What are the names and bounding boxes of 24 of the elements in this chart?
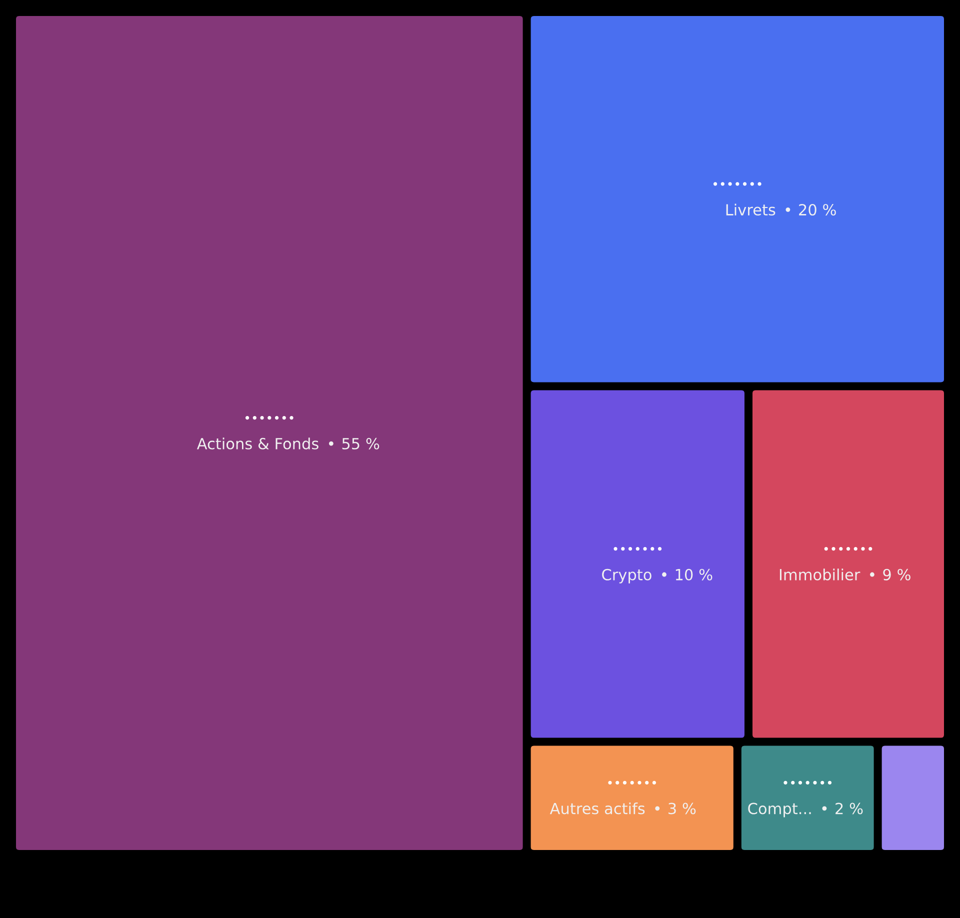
- category-label: Compt...: [748, 802, 811, 818]
- category-label: Crypto: [602, 568, 652, 584]
- text: •: [662, 572, 666, 577]
- text: •: [822, 806, 827, 811]
- data-label: 55 %: [342, 438, 380, 450]
- data-label: 9 %: [883, 568, 910, 580]
- text: •••••••: [245, 416, 294, 420]
- category-label: Actions & Fonds: [196, 438, 318, 450]
- text: •: [870, 572, 874, 577]
- data-label: 3 %: [668, 802, 696, 814]
- text: •: [328, 441, 334, 446]
- text: •: [786, 207, 790, 212]
- text: •••••••: [824, 546, 872, 551]
- data-label: 2 %: [836, 802, 863, 814]
- text: •••••••: [608, 780, 656, 784]
- text: •: [655, 806, 660, 811]
- category-label: Livrets: [726, 204, 776, 216]
- text: •••••••: [713, 182, 762, 186]
- text: •••••••: [614, 546, 662, 551]
- category-label: Autres actifs: [550, 802, 645, 814]
- text: •••••••: [784, 780, 832, 784]
- category-label: Immobilier: [780, 568, 860, 580]
- data-label: 10 %: [676, 568, 712, 580]
- data-label: 20 %: [799, 204, 836, 216]
